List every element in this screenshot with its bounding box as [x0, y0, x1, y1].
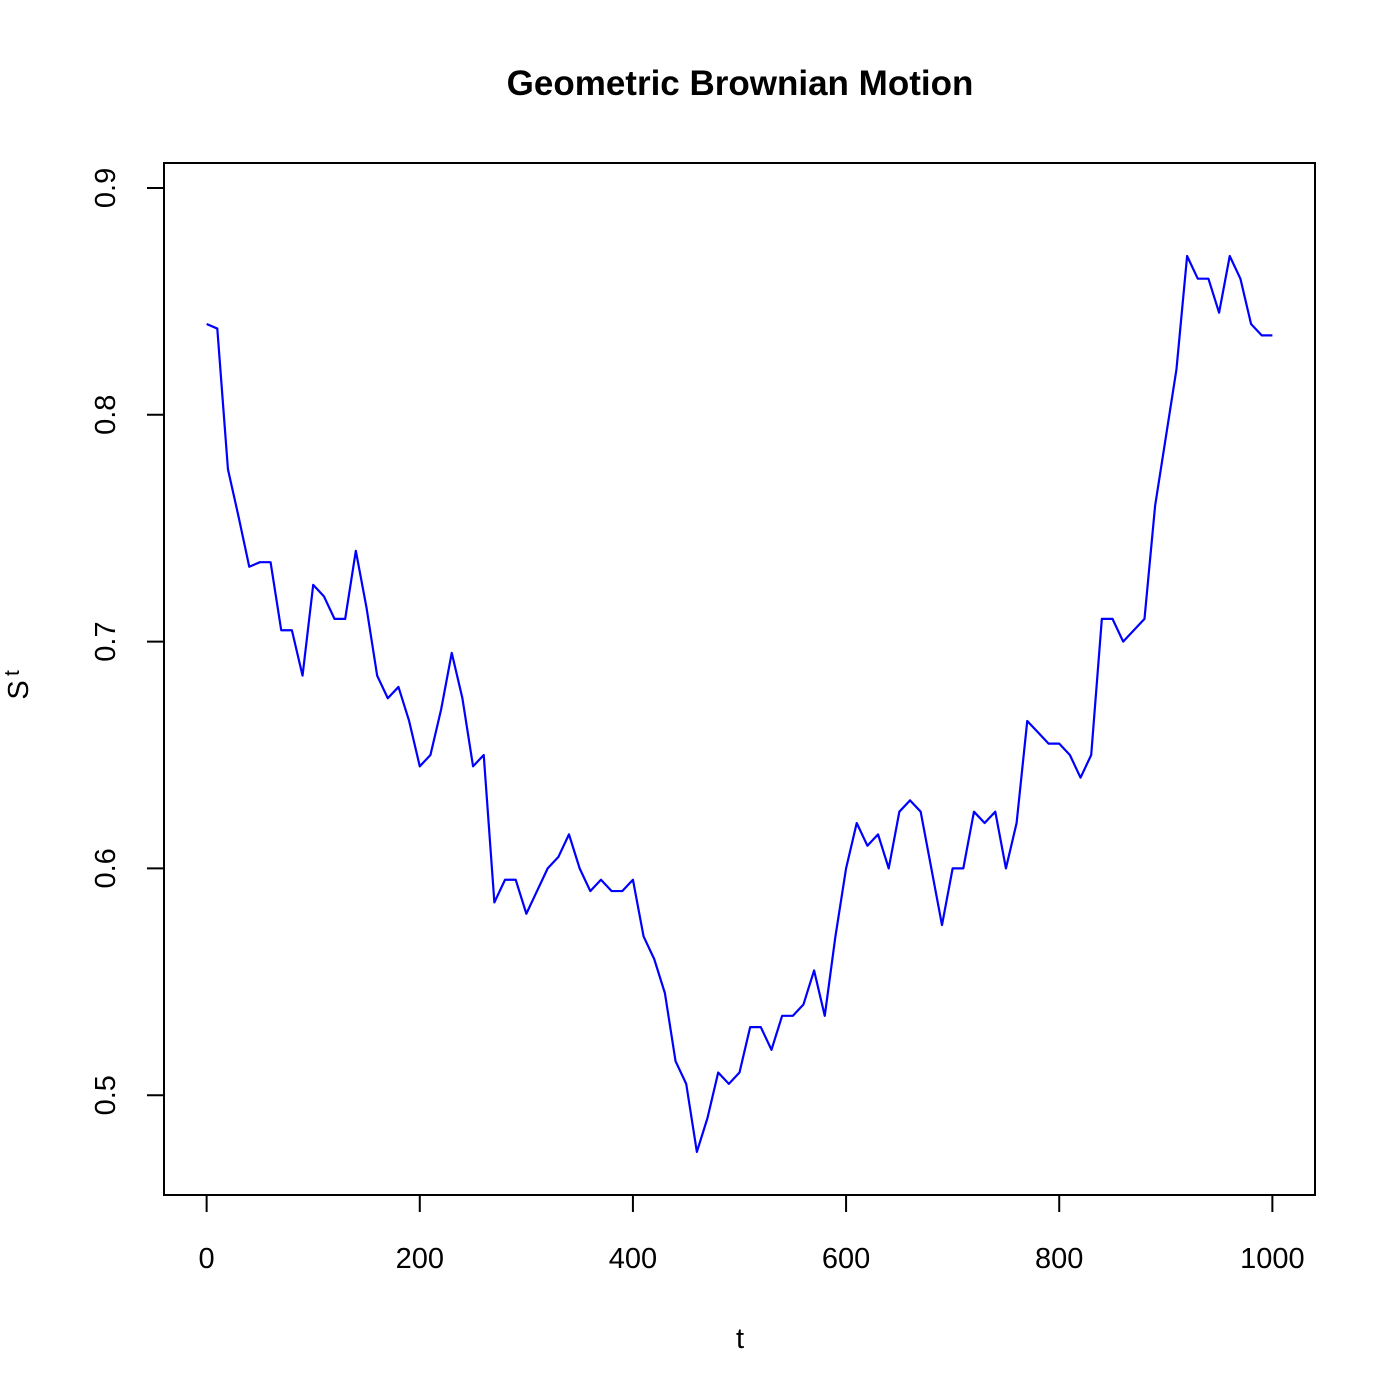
y-tick-label: 0.7	[90, 621, 122, 661]
y-tick-label: 0.9	[90, 168, 122, 208]
x-tick-label: 400	[609, 1243, 657, 1275]
y-tick-label: 0.8	[90, 395, 122, 435]
x-axis-label: t	[736, 1323, 744, 1355]
y-tick-label: 0.6	[90, 848, 122, 888]
y-tick-label: 0.5	[90, 1075, 122, 1115]
x-tick-label: 800	[1035, 1243, 1083, 1275]
data-line	[206, 254, 1273, 1154]
x-tick-label: 600	[822, 1243, 870, 1275]
y-axis-label-subscript: t	[1, 670, 24, 676]
y-axis-label: S	[3, 680, 35, 699]
chart-title: Geometric Brownian Motion	[507, 64, 974, 103]
x-tick-label: 0	[199, 1243, 215, 1275]
x-tick-label: 1000	[1240, 1243, 1305, 1275]
x-tick-label: 200	[396, 1243, 444, 1275]
plot-frame	[163, 162, 1316, 1196]
y-axis-label-group: S t	[1, 670, 35, 700]
